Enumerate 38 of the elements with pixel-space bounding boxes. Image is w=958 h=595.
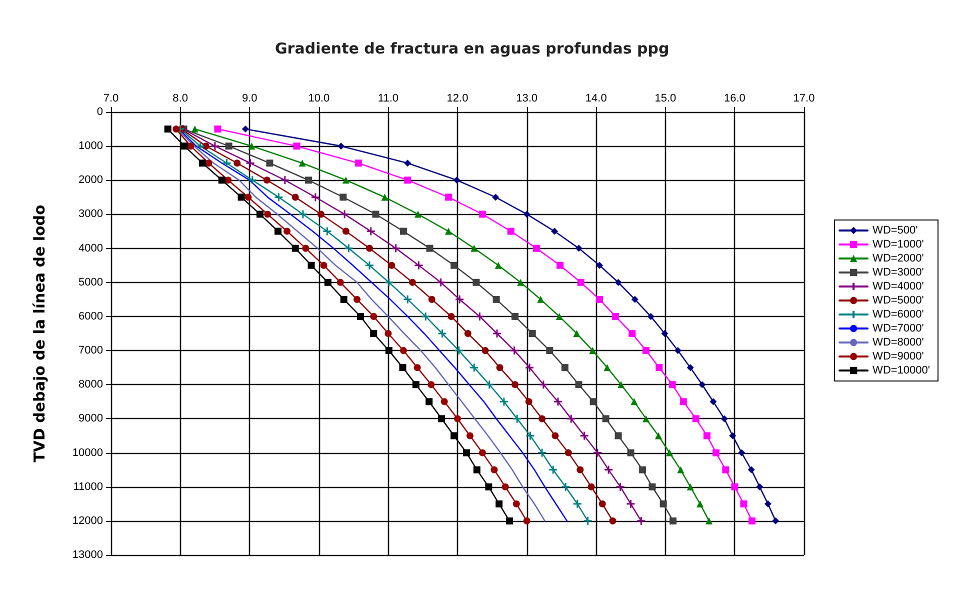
legend-label: WD=7000'	[872, 322, 924, 334]
x-tick-label: 17.0	[793, 92, 815, 104]
x-tick-label: 14.0	[585, 92, 607, 104]
x-tick-label: 7.0	[103, 92, 119, 104]
legend-label: WD=8000'	[872, 336, 924, 348]
x-tick-label: 15.0	[654, 92, 676, 104]
y-tick-label: 1000	[78, 140, 103, 152]
legend-label: WD=1000'	[872, 238, 924, 250]
y-tick-label: 8000	[78, 378, 103, 391]
chart-title: Gradiente de fractura en aguas profundas ppg	[275, 40, 670, 58]
y-tick-label: 6000	[78, 310, 103, 322]
x-tick-label: 12.0	[446, 92, 468, 104]
y-tick-label: 7000	[78, 344, 103, 357]
y-tick-label: 2000	[78, 174, 103, 186]
legend-label: WD=6000'	[872, 308, 924, 320]
x-tick-label: 11.0	[378, 92, 398, 104]
y-tick-label: 13000	[72, 549, 103, 561]
legend-label: WD=500'	[872, 224, 918, 236]
y-tick-label: 10000	[72, 446, 103, 459]
x-tick-label: 13.0	[516, 92, 538, 104]
y-tick-label: 0	[96, 106, 103, 118]
x-tick-label: 8.0	[172, 92, 188, 104]
y-tick-label: 11000	[73, 480, 103, 493]
legend-label: WD=4000'	[872, 280, 924, 292]
y-tick-label: 9000	[78, 412, 103, 425]
legend-label: WD=10000'	[872, 364, 930, 376]
legend-label: WD=5000'	[872, 294, 924, 306]
y-tick-label: 4000	[78, 242, 103, 254]
y-tick-label: 5000	[78, 276, 103, 288]
legend-label: WD=9000'	[872, 350, 924, 362]
x-tick-label: 9.0	[242, 92, 258, 104]
legend-label: WD=2000'	[872, 252, 924, 264]
legend-label: WD=3000'	[872, 266, 924, 278]
y-axis-title: TVD debajo de la línea de lodo	[30, 204, 48, 462]
y-tick-label: 3000	[78, 208, 103, 220]
x-tick-label: 16.0	[724, 92, 746, 104]
x-tick-label: 10.0	[308, 92, 330, 104]
y-tick-label: 12000	[72, 514, 103, 527]
